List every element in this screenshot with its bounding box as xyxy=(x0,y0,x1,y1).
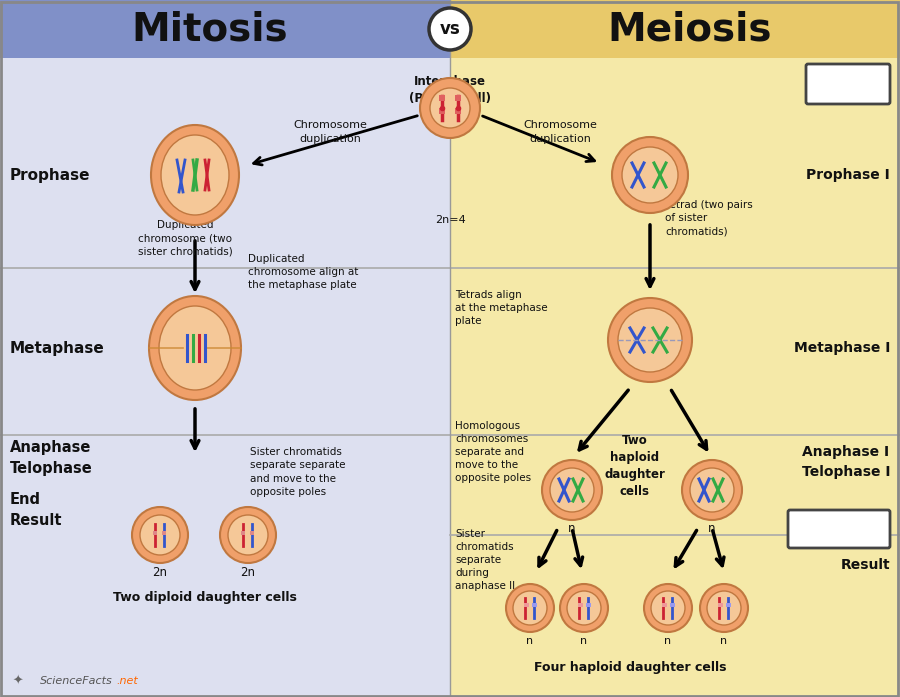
Circle shape xyxy=(228,515,268,555)
Bar xyxy=(450,58,900,697)
Text: n: n xyxy=(568,523,576,535)
Text: 2n: 2n xyxy=(152,567,167,579)
Bar xyxy=(153,531,157,535)
Circle shape xyxy=(513,591,547,625)
Text: Prophase I: Prophase I xyxy=(806,168,890,182)
Bar xyxy=(578,603,583,607)
Circle shape xyxy=(430,88,470,128)
Text: n: n xyxy=(526,636,534,646)
Bar xyxy=(718,603,723,607)
Circle shape xyxy=(220,507,276,563)
Circle shape xyxy=(707,591,741,625)
Bar xyxy=(0,0,450,58)
Circle shape xyxy=(690,468,734,512)
Circle shape xyxy=(560,584,608,632)
Circle shape xyxy=(542,460,602,520)
Text: Mitosis: Mitosis xyxy=(131,10,288,48)
Text: Meiosis I: Meiosis I xyxy=(814,77,882,91)
Circle shape xyxy=(567,591,601,625)
Text: Chromosome
duplication: Chromosome duplication xyxy=(523,121,597,144)
FancyBboxPatch shape xyxy=(788,510,890,548)
Bar xyxy=(0,58,450,697)
Text: ScienceFacts: ScienceFacts xyxy=(40,676,112,686)
Text: .net: .net xyxy=(116,676,138,686)
FancyBboxPatch shape xyxy=(806,64,890,104)
Circle shape xyxy=(132,507,188,563)
Circle shape xyxy=(550,468,594,512)
Bar xyxy=(662,603,667,607)
Bar xyxy=(524,603,529,607)
Bar xyxy=(532,603,537,607)
Text: n: n xyxy=(580,636,588,646)
Text: Anaphase
Telophase: Anaphase Telophase xyxy=(10,440,93,476)
Circle shape xyxy=(506,584,554,632)
Text: Homologous
chromosomes
separate and
move to the
opposite poles: Homologous chromosomes separate and move… xyxy=(455,420,531,484)
Text: Duplicated
chromosome (two
sister chromatids): Duplicated chromosome (two sister chroma… xyxy=(138,220,232,256)
Bar xyxy=(455,108,461,114)
Bar xyxy=(726,603,731,607)
Circle shape xyxy=(140,515,180,555)
Text: End
Result: End Result xyxy=(10,492,62,528)
Circle shape xyxy=(429,8,471,50)
Text: Prophase: Prophase xyxy=(10,167,91,183)
Circle shape xyxy=(618,308,682,372)
Text: Anaphase I
Telophase I: Anaphase I Telophase I xyxy=(802,445,890,479)
Text: End
Result: End Result xyxy=(841,538,890,572)
Circle shape xyxy=(644,584,692,632)
Ellipse shape xyxy=(161,135,229,215)
Text: n: n xyxy=(664,636,671,646)
Text: Metaphase: Metaphase xyxy=(10,341,104,355)
Circle shape xyxy=(608,298,692,382)
Text: vs: vs xyxy=(439,20,461,38)
Text: Metaphase I: Metaphase I xyxy=(794,341,890,355)
Circle shape xyxy=(682,460,742,520)
Bar xyxy=(439,108,445,114)
Text: n: n xyxy=(720,636,727,646)
Text: n: n xyxy=(708,523,716,535)
Bar xyxy=(162,531,166,535)
Ellipse shape xyxy=(149,296,241,400)
Text: Sister chromatids
separate separate
and move to the
opposite poles: Sister chromatids separate separate and … xyxy=(250,447,346,497)
Text: Interphase
(Parent cell): Interphase (Parent cell) xyxy=(409,75,491,105)
Text: Two
haploid
daughter
cells: Two haploid daughter cells xyxy=(605,434,665,498)
Text: Duplicated
chromosome align at
the metaphase plate: Duplicated chromosome align at the metap… xyxy=(248,254,358,290)
Text: ✦: ✦ xyxy=(13,675,23,687)
Circle shape xyxy=(420,78,480,138)
Bar xyxy=(241,531,245,535)
Ellipse shape xyxy=(151,125,239,225)
Bar xyxy=(250,531,254,535)
Circle shape xyxy=(700,584,748,632)
Text: Meiosis II: Meiosis II xyxy=(802,522,876,536)
Circle shape xyxy=(651,591,685,625)
Ellipse shape xyxy=(159,306,231,390)
Text: Tetrads align
at the metaphase
plate: Tetrads align at the metaphase plate xyxy=(455,290,547,326)
Text: Tetrad (two pairs
of sister
chromatids): Tetrad (two pairs of sister chromatids) xyxy=(665,200,752,236)
Text: 2n=4: 2n=4 xyxy=(435,215,465,225)
Text: Four haploid daughter cells: Four haploid daughter cells xyxy=(534,661,726,675)
Text: Chromosome
duplication: Chromosome duplication xyxy=(293,121,367,144)
Bar xyxy=(450,0,900,58)
Text: Two diploid daughter cells: Two diploid daughter cells xyxy=(113,592,297,604)
Text: Sister
chromatids
separate
during
anaphase II: Sister chromatids separate during anapha… xyxy=(455,528,515,591)
Bar xyxy=(455,95,461,101)
Circle shape xyxy=(622,147,678,203)
Circle shape xyxy=(612,137,688,213)
Text: Meiosis: Meiosis xyxy=(608,10,772,48)
Bar xyxy=(586,603,591,607)
Bar xyxy=(439,95,445,101)
Bar xyxy=(670,603,675,607)
Text: 2n: 2n xyxy=(240,567,256,579)
